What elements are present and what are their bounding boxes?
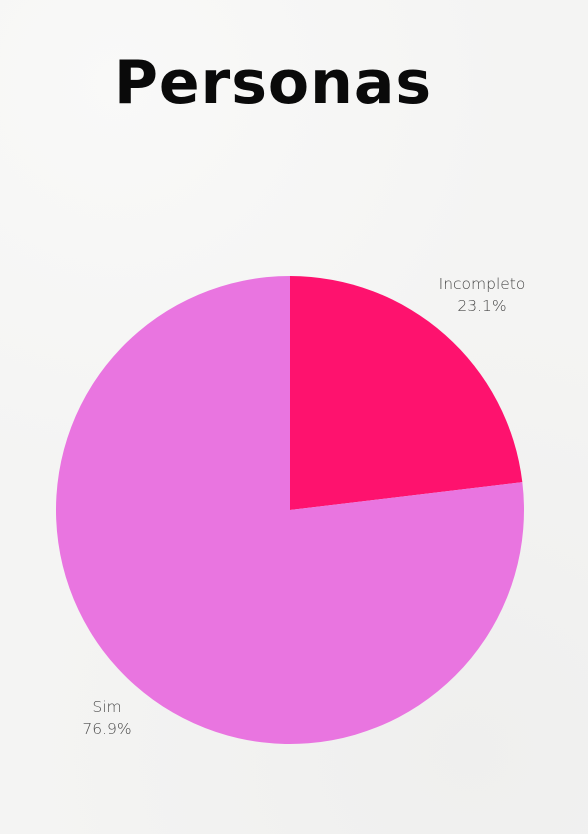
slice-percent-sim: 76.9% [82, 720, 131, 738]
slice-label-sim: Sim [92, 698, 121, 716]
slice-label-incompleto: Incompleto [439, 275, 526, 293]
chart-title: Personas [113, 48, 433, 118]
slice-percent-incompleto: 23.1% [457, 297, 506, 315]
pie-slice-sim [55, 276, 524, 745]
pie-slice-incompleto [290, 276, 523, 510]
